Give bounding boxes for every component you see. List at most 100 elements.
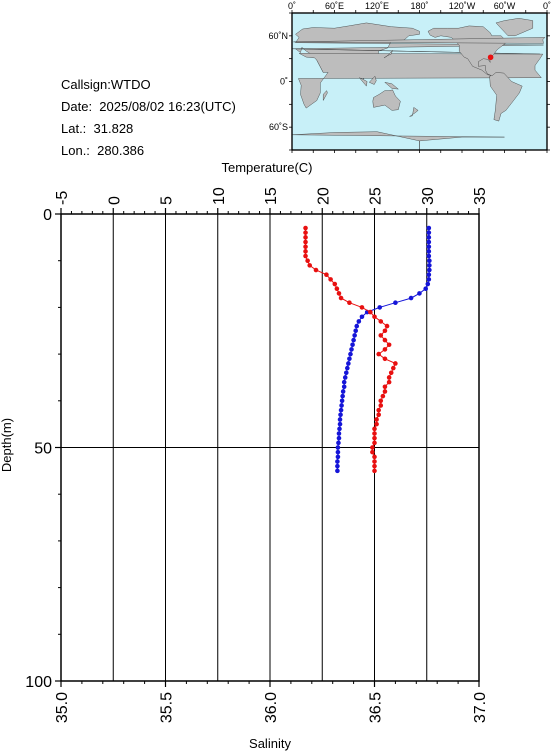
map-landmass	[359, 77, 368, 87]
temperature-point	[345, 365, 350, 371]
temperature-point	[341, 384, 347, 390]
temperature-point	[427, 267, 432, 273]
salinity-point	[386, 342, 392, 348]
depth-tick-label: 50	[34, 441, 52, 458]
temperature-point	[342, 375, 348, 380]
temperature-point	[417, 291, 422, 296]
salinity-point	[388, 370, 394, 376]
temperature-tick-label: 35	[472, 187, 489, 205]
salinity-point	[303, 244, 308, 249]
map-latitude-label: 60˚N	[268, 31, 288, 41]
map-latitude-label: 60˚S	[269, 122, 288, 132]
salinity-point	[303, 253, 308, 259]
temperature-point	[426, 225, 432, 231]
salinity-point	[382, 337, 388, 343]
temperature-point	[423, 286, 429, 292]
map-longitude-label: 60˚E	[325, 1, 344, 11]
temperature-point	[335, 454, 341, 460]
temperature-point	[356, 319, 362, 324]
temperature-tick-labels: -5 0 5 10 15 20 25 30 35	[54, 187, 489, 205]
salinity-point	[382, 384, 388, 390]
salinity-point	[370, 449, 375, 455]
salinity-tick-label: 37.0	[472, 692, 489, 723]
series-layer	[303, 225, 432, 474]
temperature-point	[340, 393, 345, 399]
temperature-point	[352, 333, 357, 338]
temperature-point	[337, 417, 343, 422]
salinity-point	[376, 407, 381, 413]
salinity-point	[305, 258, 310, 264]
temperature-point	[348, 351, 353, 357]
depth-tick-label: 100	[25, 674, 52, 691]
plot-frame	[60, 213, 480, 682]
salinity-point	[372, 435, 377, 441]
map-landmass	[384, 82, 399, 90]
temperature-point	[426, 249, 432, 254]
temperature-tick-label: 25	[368, 187, 385, 205]
map-landmass	[323, 90, 328, 101]
map-top-labels: 0˚ 60˚E 120˚E 180˚ 120˚W 60˚W 0˚	[288, 1, 551, 11]
temperature-point	[427, 263, 432, 268]
map-longitude-label: 180˚	[410, 1, 428, 11]
temperature-point	[408, 295, 414, 301]
map-longitude-label: 120˚E	[365, 1, 389, 11]
temperature-point	[426, 253, 432, 259]
salinity-point	[378, 319, 384, 324]
temperature-point	[336, 440, 341, 446]
temperature-point	[393, 300, 398, 306]
temperature-point	[335, 449, 341, 455]
temperature-tick-label: 10	[211, 187, 228, 205]
chart-grid	[61, 214, 479, 681]
salinity-point	[338, 295, 344, 301]
salinity-point	[386, 375, 392, 380]
temperature-point	[336, 435, 342, 441]
temperature-point	[341, 379, 347, 385]
temperature-point	[377, 305, 383, 310]
salinity-point	[372, 431, 377, 436]
salinity-point	[303, 235, 308, 240]
temperature-tick-label: 15	[263, 187, 280, 205]
salinity-point	[347, 300, 352, 306]
salinity-tick-label: 35.5	[159, 692, 176, 723]
temperature-point	[338, 407, 344, 413]
temperature-point	[359, 314, 365, 320]
salinity-tick-label: 35.0	[54, 692, 71, 723]
temperature-point	[349, 347, 354, 352]
salinity-point	[378, 398, 384, 404]
salinity-point	[393, 361, 398, 366]
salinity-point	[372, 440, 377, 446]
map-latitude-label: 0˚	[280, 77, 288, 87]
salinity-point	[382, 356, 388, 362]
temperature-point	[426, 235, 432, 240]
salinity-axis-title: Salinity	[249, 736, 291, 751]
salinity-point	[382, 328, 388, 334]
temperature-point	[426, 239, 432, 245]
salinity-point	[370, 445, 375, 450]
salinity-point	[382, 347, 388, 352]
temperature-point	[426, 230, 432, 235]
salinity-point	[376, 351, 381, 357]
depth-axis-title: Depth(m)	[0, 418, 14, 472]
salinity-point	[374, 421, 379, 427]
station-marker	[487, 54, 494, 61]
map-frame-ticks	[289, 10, 550, 153]
temperature-point	[340, 389, 346, 394]
map-left-labels: 60˚N 0˚ 60˚S	[268, 31, 288, 132]
temperature-point	[337, 426, 342, 432]
map-landmass	[372, 89, 401, 111]
temperature-point	[335, 463, 340, 469]
salinity-point	[334, 286, 340, 292]
map-longitude-label: 0˚	[288, 1, 296, 11]
depth-tick-labels: 0 50 100	[25, 207, 52, 691]
salinity-point	[372, 426, 377, 432]
salinity-point	[303, 225, 308, 231]
callsign-text: Callsign:WTDO	[61, 77, 151, 92]
salinity-tick-label: 36.0	[263, 692, 280, 723]
longitude-text: Lon.: 280.386	[61, 143, 145, 158]
temperature-point	[337, 421, 343, 427]
salinity-point	[380, 393, 386, 399]
temperature-point	[346, 361, 351, 366]
temperature-point	[426, 244, 432, 249]
temperature-point	[339, 398, 345, 404]
